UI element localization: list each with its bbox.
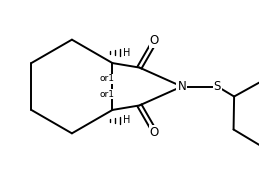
Text: S: S [214,80,221,93]
Text: or1: or1 [99,74,114,83]
Text: H: H [123,115,131,125]
Text: O: O [150,126,159,139]
Text: or1: or1 [99,90,114,99]
Text: N: N [177,80,186,93]
Text: H: H [123,48,131,58]
Text: O: O [150,34,159,47]
